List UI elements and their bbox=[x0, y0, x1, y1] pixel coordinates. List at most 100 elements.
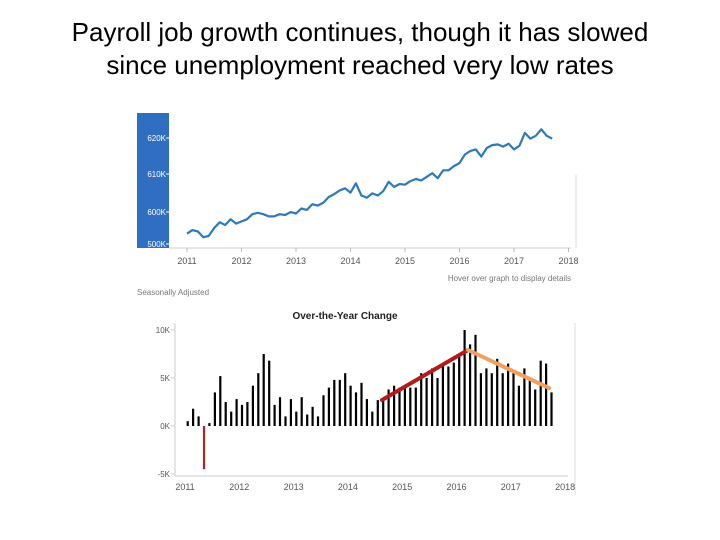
change-bar bbox=[545, 363, 548, 426]
change-bar bbox=[539, 360, 542, 426]
change-bar bbox=[240, 404, 244, 426]
change-bar bbox=[512, 373, 515, 426]
change-bar bbox=[414, 387, 417, 426]
change-bar bbox=[496, 358, 499, 426]
change-bar bbox=[387, 389, 390, 426]
change-bar bbox=[257, 373, 260, 426]
title-line-1: Payroll job growth continues, though it … bbox=[71, 17, 649, 47]
change-x-tick-label: 2014 bbox=[338, 482, 358, 492]
level-x-tick-label: 2016 bbox=[449, 256, 469, 266]
change-bar bbox=[425, 378, 428, 426]
change-bar bbox=[327, 387, 330, 426]
level-x-tick-label: 2012 bbox=[231, 256, 251, 266]
change-bar bbox=[208, 423, 211, 426]
change-bar bbox=[197, 416, 200, 426]
change-bar bbox=[316, 416, 320, 426]
change-bar bbox=[311, 406, 314, 426]
change-bar bbox=[273, 404, 276, 426]
change-bar bbox=[398, 387, 401, 426]
change-bar bbox=[306, 414, 309, 426]
change-bar bbox=[213, 392, 216, 426]
change-bar bbox=[349, 385, 352, 426]
change-bar bbox=[354, 392, 358, 426]
change-bar bbox=[333, 379, 336, 426]
change-bar bbox=[550, 392, 553, 426]
level-y-ticks: 500K 600K 610K 620K bbox=[147, 134, 171, 249]
change-bar bbox=[371, 411, 374, 426]
slide-title: Payroll job growth continues, though it … bbox=[20, 16, 700, 82]
level-x-tick-label: 2015 bbox=[395, 256, 415, 266]
level-x-tick-label: 2017 bbox=[504, 256, 524, 266]
change-y-tick-label: 0K bbox=[160, 422, 170, 431]
level-x-tick-label: 2014 bbox=[340, 256, 360, 266]
level-y-tick-label: 610K bbox=[147, 170, 166, 179]
change-bar bbox=[393, 385, 396, 426]
change-bar bbox=[186, 421, 189, 426]
change-bar bbox=[441, 364, 444, 426]
change-bar bbox=[235, 399, 238, 426]
change-bar bbox=[322, 395, 325, 426]
change-bar bbox=[338, 379, 341, 426]
change-bar bbox=[463, 330, 466, 426]
change-bar bbox=[479, 373, 482, 426]
change-bars bbox=[186, 330, 553, 470]
level-x-tick-label: 2018 bbox=[558, 256, 578, 266]
level-y-tick-label: 500K bbox=[147, 240, 166, 249]
change-bar bbox=[192, 408, 195, 426]
change-bar bbox=[295, 411, 298, 426]
change-bar bbox=[224, 402, 227, 426]
change-chart-title: Over-the-Year Change bbox=[292, 311, 397, 322]
change-bar bbox=[431, 368, 434, 426]
change-bar bbox=[300, 397, 303, 426]
level-plot-area bbox=[169, 113, 571, 248]
trend-up-line bbox=[380, 348, 470, 402]
change-x-tick-label: 2015 bbox=[392, 482, 412, 492]
change-bar bbox=[474, 334, 477, 426]
level-x-tick-label: 2013 bbox=[286, 256, 306, 266]
level-x-tick-label: 2011 bbox=[177, 256, 196, 266]
change-bar bbox=[534, 389, 537, 426]
change-bar bbox=[507, 363, 510, 426]
change-bar bbox=[485, 368, 488, 426]
change-bar bbox=[403, 385, 406, 426]
change-bar bbox=[490, 373, 493, 426]
level-axis-band bbox=[137, 113, 169, 248]
change-chart[interactable]: Over-the-Year Change 10K 5K 0K -5K 2011 2012… bbox=[156, 311, 576, 495]
change-x-tick-label: 2012 bbox=[229, 482, 249, 492]
change-bar bbox=[517, 385, 520, 426]
change-x-ticks: 2011 2012 2013 2014 2015 2016 2017 2018 bbox=[175, 482, 575, 492]
level-y-tick-label: 620K bbox=[147, 134, 166, 143]
change-bar bbox=[202, 426, 206, 470]
change-y-ticks: 10K 5K 0K -5K bbox=[156, 326, 175, 479]
change-bar bbox=[436, 378, 439, 426]
change-x-tick-label: 2013 bbox=[284, 482, 304, 492]
change-bar bbox=[268, 360, 271, 426]
change-bar bbox=[251, 385, 254, 426]
change-x-tick-label: 2018 bbox=[555, 482, 575, 492]
seasonally-adjusted-label: Seasonally Adjusted bbox=[137, 288, 209, 297]
change-bar bbox=[230, 411, 233, 426]
title-line-2: since unemployment reached very low rate… bbox=[106, 50, 614, 80]
change-bar bbox=[409, 387, 412, 426]
change-bar bbox=[219, 376, 222, 426]
change-y-tick-label: 5K bbox=[160, 374, 170, 383]
change-bar bbox=[420, 373, 423, 426]
change-y-tick-label: -5K bbox=[158, 470, 171, 479]
change-bar bbox=[344, 373, 347, 426]
change-bar bbox=[360, 382, 363, 426]
trend-down-line bbox=[466, 348, 551, 390]
change-bar bbox=[278, 397, 282, 426]
change-x-tick-label: 2011 bbox=[175, 482, 194, 492]
change-bar bbox=[458, 356, 461, 426]
change-bar bbox=[289, 399, 292, 426]
change-bar bbox=[523, 368, 526, 426]
level-series-line bbox=[186, 128, 553, 239]
change-bar bbox=[262, 354, 265, 426]
hover-hint: Hover over graph to display details bbox=[448, 274, 571, 283]
change-bar bbox=[246, 402, 249, 426]
change-bar bbox=[528, 378, 531, 426]
change-x-tick-label: 2016 bbox=[446, 482, 466, 492]
change-y-tick-label: 10K bbox=[156, 326, 171, 335]
